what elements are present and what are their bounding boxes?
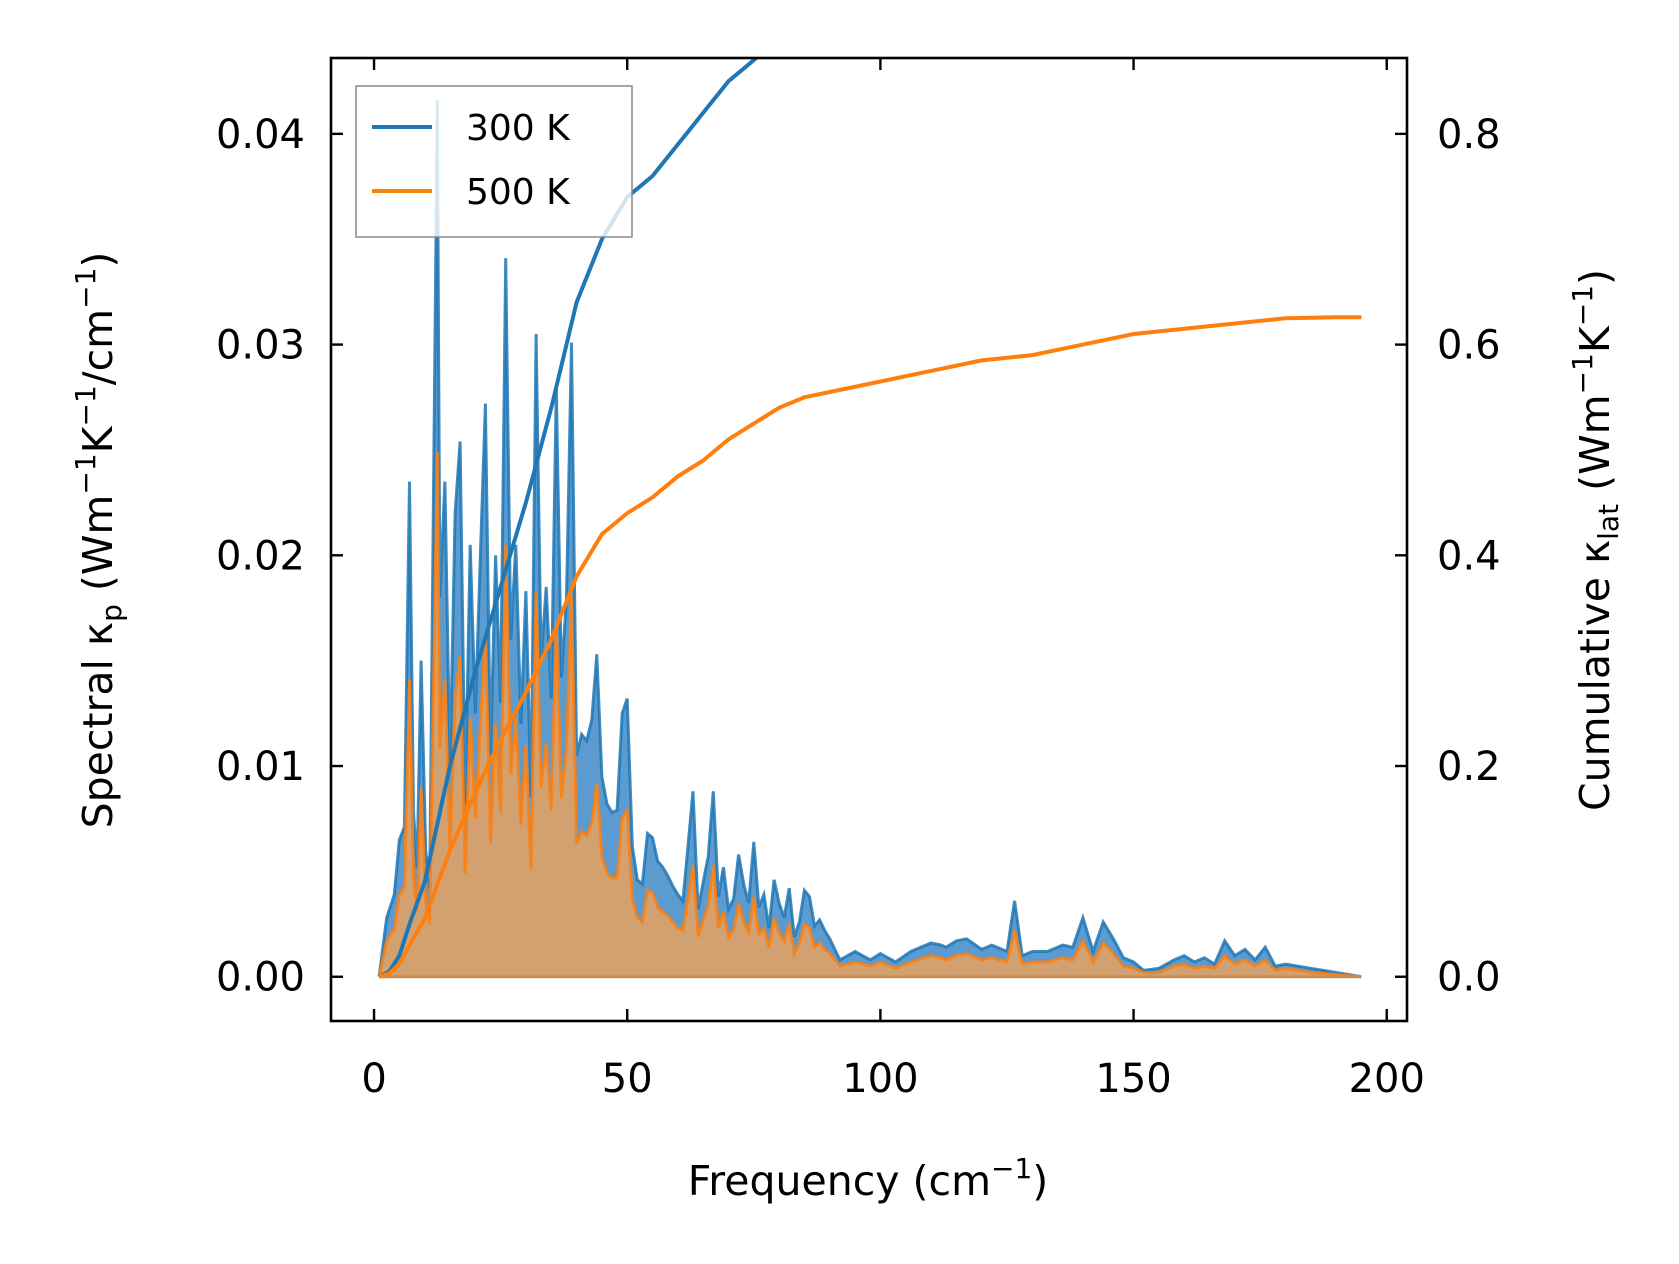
y-axis-right-label: Cumulative κlat (Wm−1K−1)	[1566, 269, 1625, 811]
x-tick-label: 50	[602, 1056, 653, 1102]
legend-label-300k: 300 K	[466, 108, 571, 149]
y-right-tick-label: 0.2	[1437, 744, 1501, 790]
area-500k-spectral	[379, 452, 1362, 977]
label-part: −1	[69, 385, 102, 426]
area-300k-spectral	[379, 100, 1362, 977]
label-part: /cm	[74, 309, 122, 385]
label-part: (Wm	[74, 495, 122, 605]
y-left-tick-label: 0.03	[216, 323, 305, 369]
label-part: )	[1571, 269, 1619, 285]
label-part: (Wm	[1571, 394, 1619, 504]
label-part: Cumulative κ	[1571, 540, 1619, 811]
label-part: lat	[1592, 504, 1625, 540]
y-left-tick-label: 0.00	[216, 955, 305, 1001]
label-part: )	[74, 252, 122, 268]
line-500k-spectral	[377, 452, 1362, 979]
label-part: −1	[1566, 353, 1599, 394]
y-right-tick-label: 0.8	[1437, 112, 1501, 158]
legend-box	[355, 85, 633, 238]
plot-area	[377, 58, 1362, 979]
y-right-tick-label: 0.0	[1437, 955, 1501, 1001]
label-part: K	[1571, 325, 1619, 353]
axes-ticks: 0 50 100 150 200 0.00 0.01 0.02 0.03 0.04 0.0 0.2 0.…	[216, 58, 1501, 1102]
label-part: −1	[69, 453, 102, 494]
plot-frame	[329, 56, 1409, 1023]
line-300k-cumulative	[378, 58, 760, 979]
label-part: )	[1032, 1157, 1048, 1205]
y-right-tick-label: 0.6	[1437, 323, 1501, 369]
label-part: −1	[991, 1152, 1032, 1185]
x-tick-label: 0	[361, 1056, 386, 1102]
label-part: Spectral κ	[74, 622, 122, 828]
line-300k-spectral	[377, 100, 1362, 979]
y-left-tick-label: 0.02	[216, 533, 305, 579]
y-axis-left-label: Spectral κp (Wm−1K−1/cm−1)	[69, 252, 128, 829]
x-tick-label: 150	[1095, 1056, 1171, 1102]
x-tick-label: 200	[1349, 1056, 1425, 1102]
x-axis-label: Frequency (cm−1)	[688, 1152, 1049, 1205]
label-part: −1	[69, 268, 102, 309]
line-500k-cumulative	[378, 315, 1362, 979]
x-tick-label: 100	[842, 1056, 918, 1102]
y-right-tick-label: 0.4	[1437, 533, 1501, 579]
y-left-tick-label: 0.04	[216, 112, 305, 158]
legend: 300 K 500 K	[355, 85, 633, 238]
y-left-tick-label: 0.01	[216, 744, 305, 790]
label-part: Frequency (cm	[688, 1157, 991, 1205]
label-part: p	[95, 604, 128, 622]
label-part: −1	[1566, 285, 1599, 326]
label-part: K	[74, 425, 122, 453]
legend-label-500k: 500 K	[466, 172, 571, 213]
axis-labels: Frequency (cm−1) Spectral κp (Wm−1K−1/cm…	[69, 252, 1625, 1205]
